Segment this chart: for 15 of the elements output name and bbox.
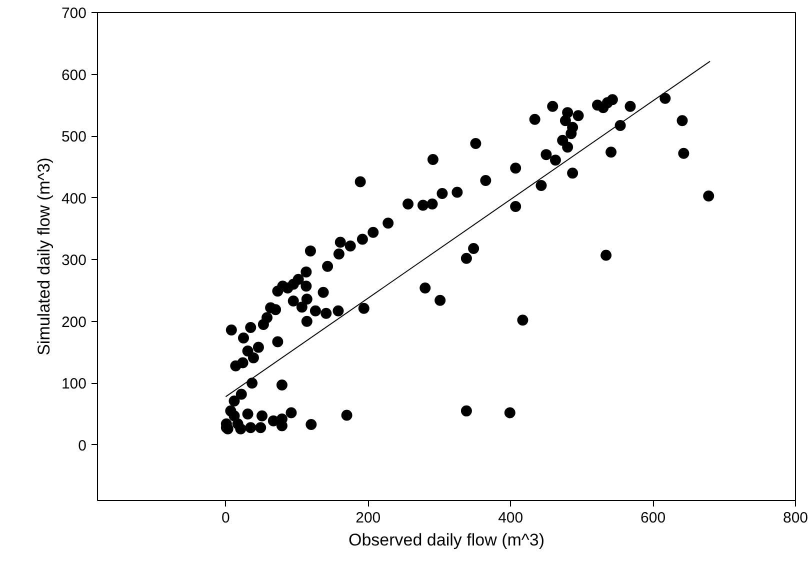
- x-tick-label: 600: [640, 510, 666, 526]
- x-tick-label: 200: [356, 510, 381, 526]
- y-tick-label: 600: [61, 66, 87, 84]
- y-axis-title: Simulated daily flow (m^3): [34, 158, 54, 356]
- y-tick-label: 700: [61, 5, 87, 22]
- y-tick-label: 200: [61, 314, 87, 331]
- y-tick-label: 300: [61, 252, 87, 270]
- y-tick-label: 500: [61, 128, 87, 146]
- x-tick-label: 400: [498, 510, 524, 526]
- y-tick-label: 0: [78, 437, 86, 454]
- x-tick-label: 0: [222, 510, 230, 526]
- x-axis-title: Observed daily flow (m^3): [348, 530, 544, 550]
- y-tick-label: 400: [61, 190, 87, 208]
- y-tick-label: 100: [61, 376, 87, 393]
- x-tick-label: 800: [782, 510, 808, 526]
